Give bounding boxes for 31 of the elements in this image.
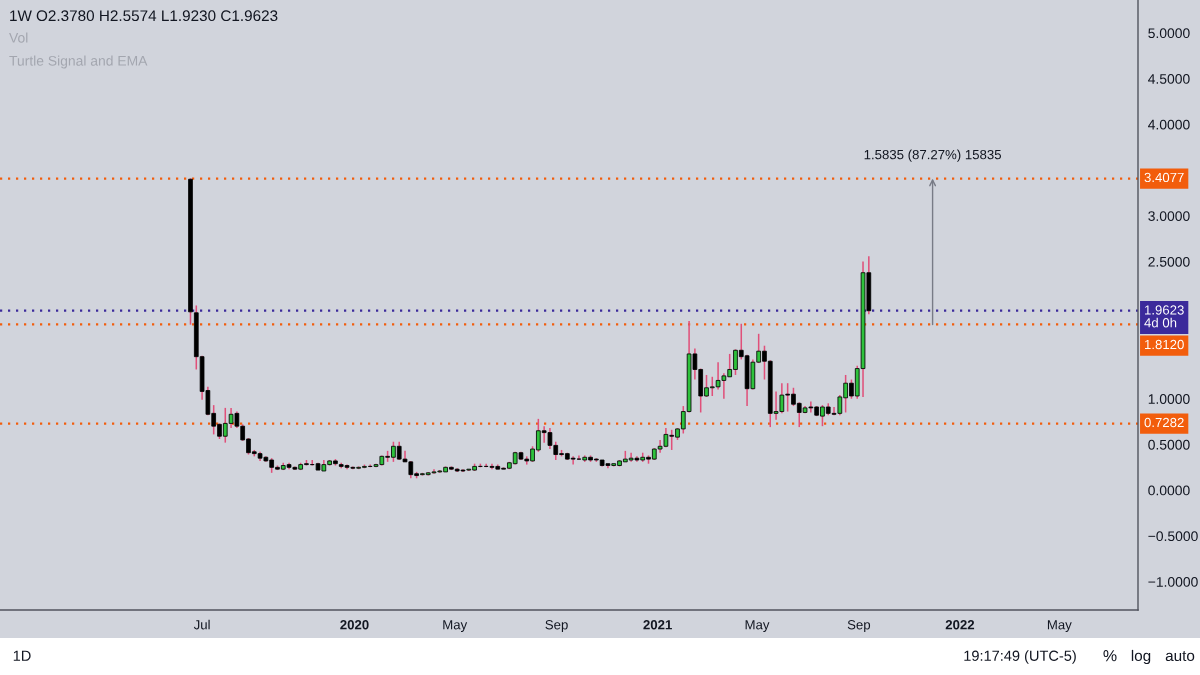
text: 19:17:49 (UTC-5) — [964, 650, 1076, 664]
x-tick-label: Sep — [545, 620, 568, 633]
annotation: 1.5835 (87.27%) 15835 — [864, 149, 1002, 162]
x-tick-label: May — [443, 620, 468, 633]
ref-line-label: 3.4077 — [1144, 172, 1184, 183]
y-tick-label: 0.0000 — [1148, 485, 1190, 496]
y-tick-label: 4.0000 — [1148, 119, 1190, 130]
y-tick-label: 3.0000 — [1148, 211, 1190, 221]
annotation: O2.3780 H2.5574 L1.9230 C1.9623 — [36, 10, 278, 22]
text: log — [1131, 649, 1151, 665]
y-tick-label: 2.5000 — [1148, 256, 1190, 267]
x-tick-label: 2021 — [643, 620, 672, 630]
y-tick-label: 5.0000 — [1148, 28, 1190, 39]
x-tick-label: Jul — [193, 619, 210, 630]
text: auto — [1165, 651, 1195, 662]
y-tick-label: −1.0000 — [1148, 576, 1198, 587]
text: % — [1103, 650, 1117, 662]
y-tick-label: −0.5000 — [1148, 531, 1198, 542]
y-tick-label: 4.5000 — [1148, 73, 1190, 84]
x-tick-label: Sep — [847, 620, 871, 633]
y-tick-label: 1.0000 — [1148, 394, 1190, 404]
x-tick-label: May — [745, 620, 770, 633]
ref-line-label: 1.8120 — [1145, 339, 1184, 350]
text: 1D — [13, 650, 31, 661]
x-tick-label: 2020 — [340, 620, 369, 630]
ref-line-label: 1.9623 4d 0h — [1144, 305, 1184, 328]
text: 1W — [10, 10, 32, 21]
x-tick-label: May — [1047, 620, 1072, 633]
y-tick-label: 0.5000 — [1148, 439, 1190, 450]
x-tick-label: 2022 — [945, 620, 975, 630]
ref-line-label: 0.7282 — [1144, 417, 1184, 428]
